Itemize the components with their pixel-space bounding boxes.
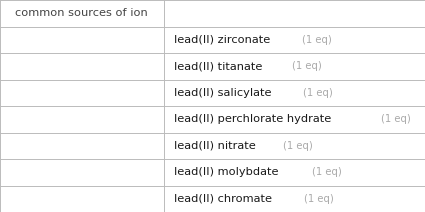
Text: (1 eq): (1 eq)	[302, 35, 332, 45]
Text: (1 eq): (1 eq)	[380, 114, 410, 124]
Text: lead(II) titanate: lead(II) titanate	[174, 61, 263, 71]
Text: lead(II) salicylate: lead(II) salicylate	[174, 88, 272, 98]
Text: (1 eq): (1 eq)	[312, 167, 342, 177]
Text: lead(II) nitrate: lead(II) nitrate	[174, 141, 256, 151]
Text: common sources of ion: common sources of ion	[15, 8, 148, 18]
Text: (1 eq): (1 eq)	[303, 88, 333, 98]
Text: (1 eq): (1 eq)	[292, 61, 321, 71]
Text: lead(II) perchlorate hydrate: lead(II) perchlorate hydrate	[174, 114, 332, 124]
Text: lead(II) chromate: lead(II) chromate	[174, 194, 272, 204]
Text: (1 eq): (1 eq)	[304, 194, 334, 204]
Text: lead(II) zirconate: lead(II) zirconate	[174, 35, 270, 45]
Text: lead(II) molybdate: lead(II) molybdate	[174, 167, 279, 177]
Text: (1 eq): (1 eq)	[283, 141, 313, 151]
